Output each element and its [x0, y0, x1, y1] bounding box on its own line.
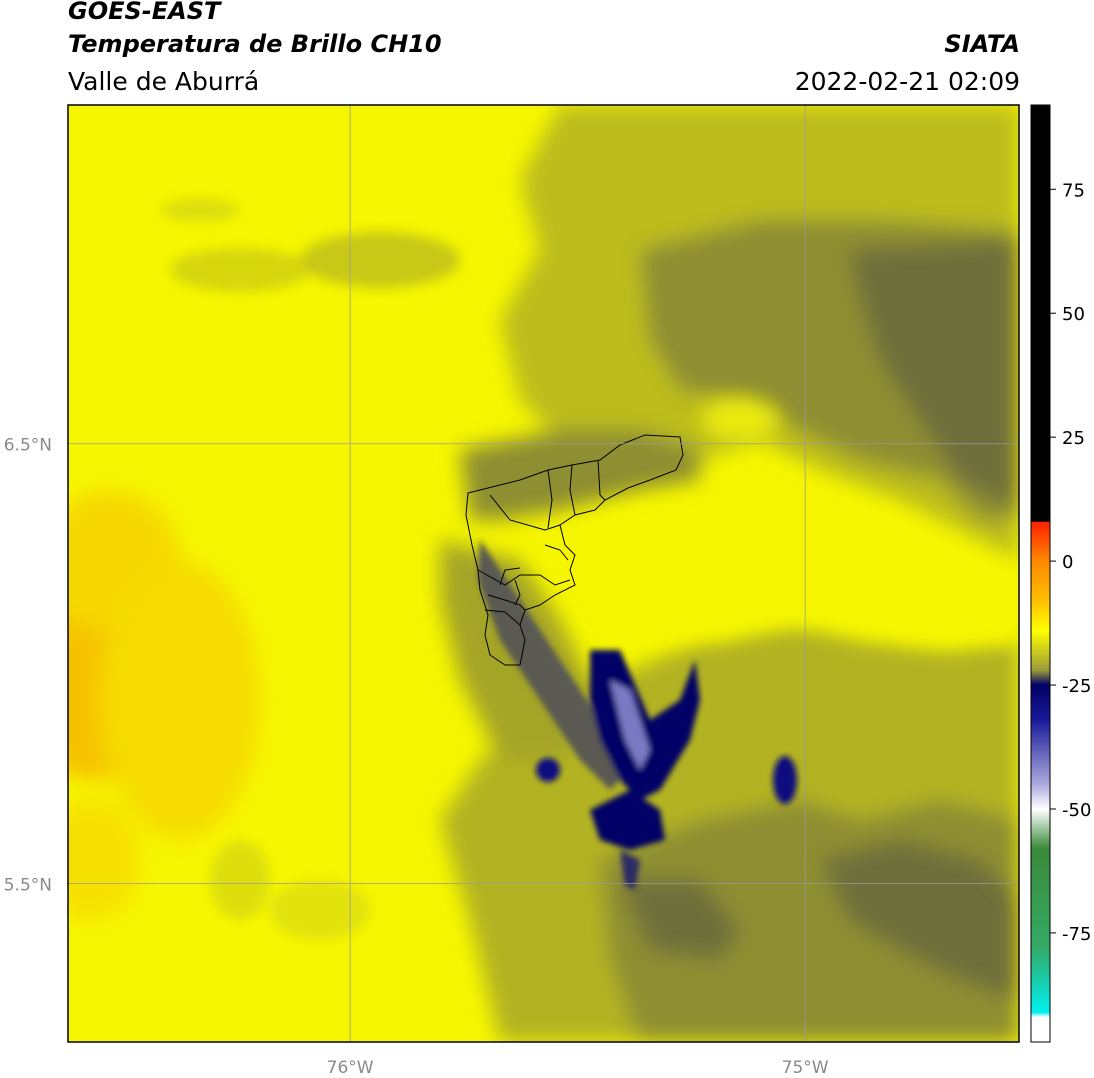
brightness-temperature-field	[68, 105, 1019, 1042]
warm-pocket-east	[600, 398, 1019, 640]
colorbar-frame	[1030, 104, 1051, 1043]
plot-frame	[67, 104, 1020, 1043]
boundary-segment	[514, 579, 521, 606]
cool-region-east	[440, 105, 1019, 1042]
cool-streaks-north	[160, 198, 460, 940]
colorbar: 75 50 25 0 -25 -50 -75	[1030, 104, 1091, 1043]
colorbar-tick-label: -25	[1062, 676, 1091, 697]
figure-subtitle: Temperatura de Brillo CH10	[68, 30, 442, 58]
lon-tick-label: 76°W	[327, 1058, 374, 1078]
lon-tick-label: 75°W	[782, 1058, 829, 1078]
boundary-segment	[544, 544, 569, 561]
figure-title: GOES-EAST	[68, 0, 221, 25]
colorbar-tick-label: 50	[1062, 304, 1085, 325]
organization-label: SIATA	[944, 30, 1020, 58]
boundary-segment	[569, 464, 576, 516]
graticule	[68, 105, 1019, 1042]
boundary-segment	[489, 494, 561, 531]
boundary-segment	[484, 609, 521, 626]
axis-labels: 6.5°N 5.5°N 76°W 75°W	[4, 436, 829, 1078]
colorbar-tick-label: 25	[1062, 428, 1085, 449]
boundary-segment	[597, 459, 606, 501]
lat-tick-label: 6.5°N	[4, 436, 52, 456]
boundary-segment	[499, 567, 521, 586]
colorbar-ticks: 75 50 25 0 -25 -50 -75	[1050, 180, 1091, 945]
colorbar-tick-label: -50	[1062, 800, 1091, 821]
colorbar-gradient	[1031, 105, 1050, 1042]
colorbar-tick-label: 75	[1062, 180, 1085, 201]
boundary-segment	[547, 469, 553, 529]
municipality-boundaries	[465, 434, 684, 666]
region-label: Valle de Aburrá	[68, 67, 260, 96]
valle-outline	[465, 434, 684, 666]
lat-tick-label: 5.5°N	[4, 876, 52, 896]
colorbar-tick-label: -75	[1062, 924, 1091, 945]
timestamp-label: 2022-02-21 02:09	[794, 67, 1020, 96]
colorbar-tick-label: 0	[1062, 552, 1073, 573]
warm-region-west	[68, 490, 260, 920]
boundary-segment	[487, 594, 526, 611]
